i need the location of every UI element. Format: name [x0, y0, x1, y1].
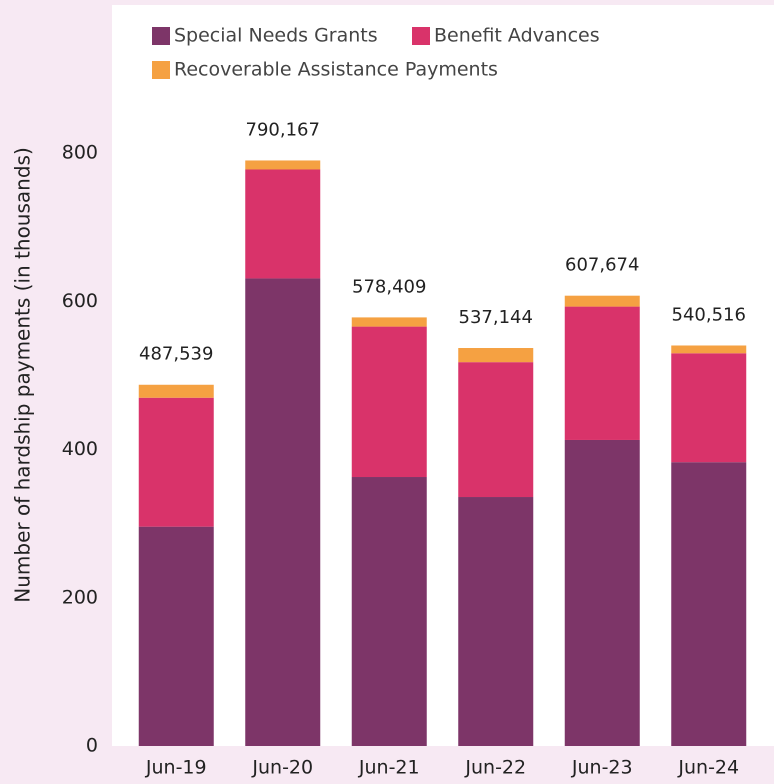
legend-swatch [412, 27, 430, 45]
bar-segment [458, 348, 534, 363]
x-tick-label: Jun-23 [571, 757, 633, 779]
x-tick-label: Jun-20 [251, 757, 313, 779]
bar-segment [138, 397, 214, 527]
total-label: 790,167 [246, 119, 320, 140]
bar-segment [351, 317, 427, 327]
bar-segment [245, 160, 321, 170]
legend-label: Recoverable Assistance Payments [174, 59, 498, 81]
bar-segment [564, 295, 640, 307]
bar-segment [351, 477, 427, 746]
x-tick-label: Jun-19 [145, 757, 207, 779]
legend-swatch [152, 27, 170, 45]
legend-swatch [152, 61, 170, 79]
y-axis-label: Number of hardship payments (in thousand… [11, 147, 35, 603]
y-tick-label: 200 [62, 586, 98, 608]
y-tick-label: 800 [62, 142, 98, 164]
bar-segment [671, 353, 747, 463]
x-tick-label: Jun-24 [677, 757, 739, 779]
bar-segment [138, 526, 214, 746]
y-tick-label: 600 [62, 290, 98, 312]
y-tick-label: 400 [62, 438, 98, 460]
legend-label: Benefit Advances [434, 25, 600, 47]
bar-segment [458, 497, 534, 746]
total-label: 537,144 [459, 307, 533, 328]
total-label: 578,409 [352, 276, 426, 297]
bar-segment [671, 462, 747, 746]
bar-segment [351, 326, 427, 478]
total-label: 487,539 [139, 344, 213, 365]
bar-segment [564, 306, 640, 440]
bar-segment [564, 439, 640, 746]
total-label: 607,674 [565, 255, 639, 276]
bar-segment [245, 278, 321, 746]
bar-segment [138, 384, 214, 398]
bar-segment [671, 345, 747, 354]
bar-segment [458, 362, 534, 498]
plot-area [112, 5, 774, 746]
x-tick-label: Jun-22 [464, 757, 526, 779]
x-tick-label: Jun-21 [358, 757, 420, 779]
total-label: 540,516 [672, 304, 746, 325]
legend-label: Special Needs Grants [174, 25, 378, 47]
y-tick-label: 0 [86, 735, 98, 757]
bar-segment [245, 169, 321, 279]
